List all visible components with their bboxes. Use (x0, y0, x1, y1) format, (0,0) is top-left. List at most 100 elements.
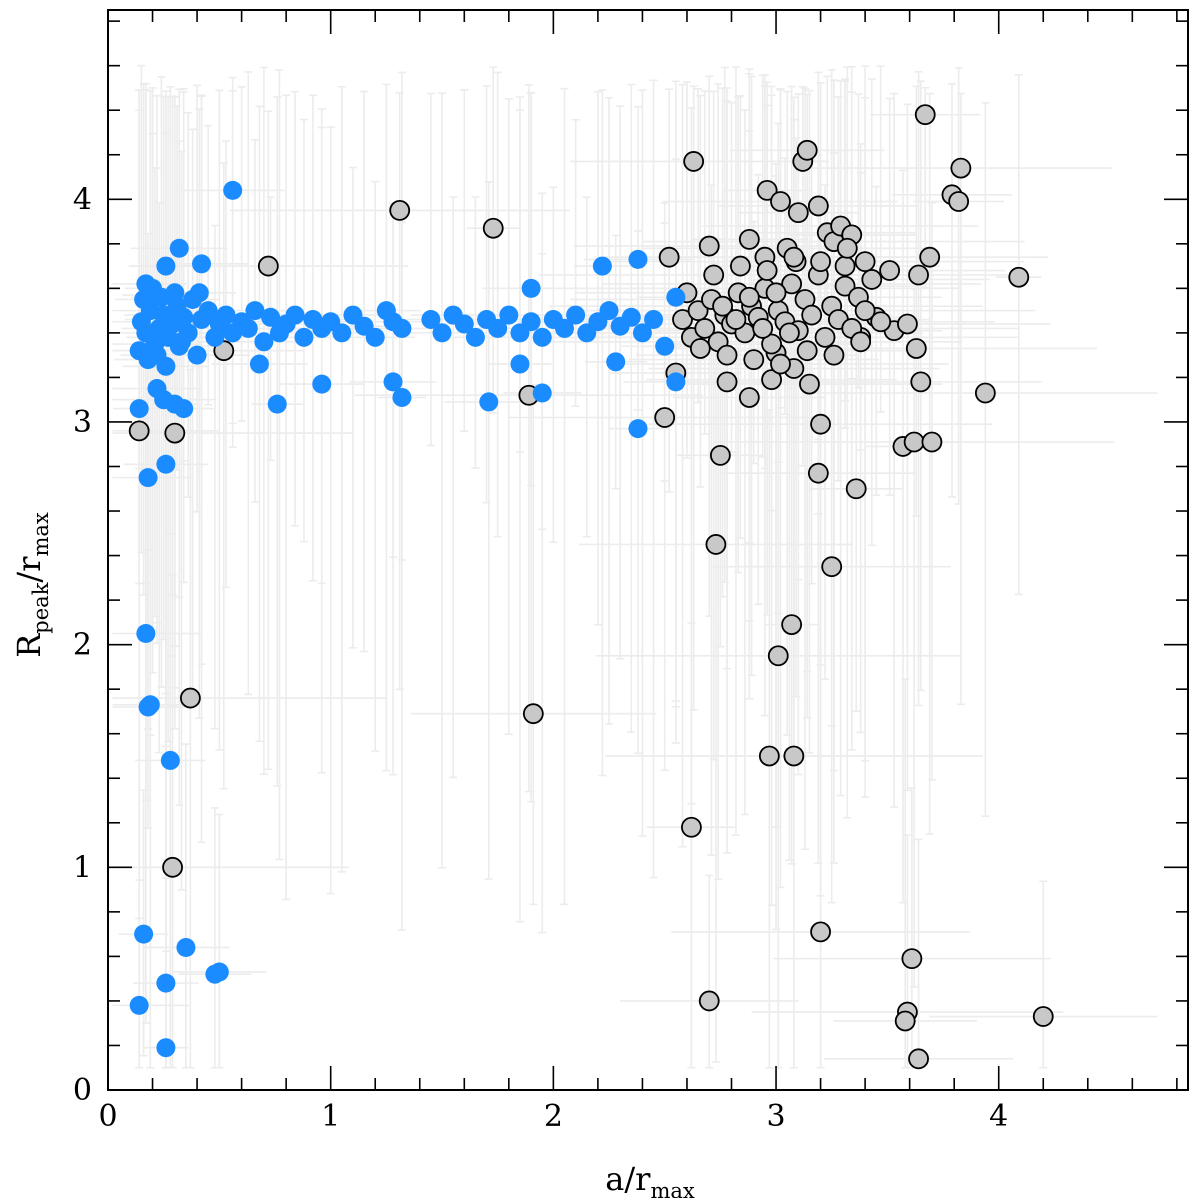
blue-data-point (432, 323, 452, 343)
blue-data-point (169, 336, 189, 356)
blue-data-point (392, 318, 412, 338)
blue-data-point (156, 1038, 176, 1058)
gray-data-point (919, 246, 941, 268)
blue-data-point (174, 399, 194, 419)
blue-data-point (454, 314, 474, 334)
gray-data-point (854, 251, 876, 273)
blue-data-point (666, 287, 686, 307)
blue-data-point (174, 307, 194, 327)
gray-data-point (758, 745, 780, 767)
tick-labels: 0 1 2 3 4 0 1 2 3 4 (73, 182, 1008, 1134)
gray-data-point (908, 1048, 929, 1070)
blue-data-point (521, 278, 541, 298)
blue-data-point (223, 180, 243, 200)
blue-data-point (592, 256, 612, 276)
gray-data-point (694, 318, 716, 339)
gray-data-point (914, 104, 936, 126)
gray-data-point (761, 369, 782, 391)
gray-data-point (683, 151, 705, 172)
gray-data-point (743, 349, 765, 371)
blue-data-point (294, 327, 314, 347)
blue-data-point (532, 327, 552, 347)
blue-data-point (245, 301, 265, 321)
y-tick-label: 3 (73, 405, 92, 440)
gray-data-point (698, 990, 720, 1012)
blue-data-point (129, 995, 149, 1015)
blue-data-point (129, 399, 149, 419)
gray-data-point (974, 382, 996, 404)
gray-data-point (781, 273, 803, 295)
blue-data-point (192, 254, 212, 274)
blue-data-point (160, 750, 180, 770)
gray-data-point (905, 338, 927, 359)
gray-data-point (756, 260, 778, 281)
gray-data-point (698, 235, 720, 257)
gray-data-point (689, 338, 711, 359)
gray-data-point (1008, 266, 1030, 288)
gray-data-point (910, 371, 932, 393)
gray-data-point (834, 275, 856, 297)
gray-data-point (854, 300, 876, 322)
y-tick-label: 1 (73, 850, 92, 885)
blue-data-point (156, 973, 176, 993)
gray-data-point (681, 816, 702, 838)
x-tick-label: 0 (98, 1099, 117, 1134)
blue-data-point (169, 238, 189, 258)
gray-data-point (672, 309, 693, 330)
blue-data-point (655, 336, 675, 356)
blue-data-point (134, 924, 154, 944)
blue-data-point (666, 372, 686, 392)
gray-data-point (179, 687, 201, 709)
gray-data-point (850, 331, 872, 353)
gray-data-point (765, 282, 787, 304)
gray-data-point (845, 478, 867, 500)
gray-data-point (948, 191, 970, 212)
blue-data-point (644, 310, 664, 330)
blue-data-point (392, 387, 412, 407)
blue-data-point (532, 383, 552, 403)
axis-ticks (107, 10, 1188, 1091)
blue-data-point (599, 301, 619, 321)
y-tick-label: 0 (73, 1073, 92, 1108)
blue-data-point (156, 356, 176, 376)
gray-data-point (654, 407, 676, 428)
gray-data-point (861, 269, 883, 290)
gray-data-point (901, 948, 923, 970)
gray-data-point (162, 856, 183, 878)
gray-data-point (705, 534, 727, 555)
gray-data-point (821, 556, 843, 578)
gray-data-point (810, 921, 831, 943)
gray-data-point (712, 295, 733, 317)
blue-data-point (566, 305, 586, 325)
gray-data-point (767, 645, 789, 667)
gray-data-point (716, 371, 738, 393)
gray-data-point (779, 322, 800, 344)
error-bars (112, 64, 1158, 1069)
gray-data-point (894, 1010, 916, 1032)
gray-data-point (796, 139, 818, 161)
blue-data-point (136, 624, 156, 644)
gray-data-point (796, 340, 818, 362)
x-tick-label: 2 (544, 1099, 563, 1134)
gray-data-point (897, 313, 918, 335)
gray-data-point (1032, 1006, 1054, 1027)
blue-data-point (216, 305, 236, 325)
gray-data-point (836, 237, 858, 259)
x-tick-label: 4 (989, 1099, 1008, 1134)
gray-data-point (738, 286, 760, 308)
blue-data-point (465, 327, 485, 347)
blue-data-point (628, 419, 648, 439)
blue-data-point (632, 323, 652, 343)
blue-data-point (510, 354, 530, 374)
gray-data-point (781, 614, 803, 635)
blue-data-point (499, 305, 519, 325)
gray-data-point (389, 200, 411, 221)
blue-data-point (365, 327, 385, 347)
gray-data-point (756, 179, 778, 201)
blue-data-point (189, 283, 209, 303)
blue-data-point (209, 962, 229, 982)
gray-data-point (807, 195, 829, 217)
y-tick-label: 2 (73, 628, 92, 663)
blue-data-point (143, 285, 163, 305)
